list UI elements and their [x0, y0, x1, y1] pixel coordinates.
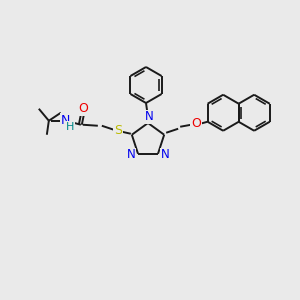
Text: N: N [160, 148, 169, 161]
Text: S: S [114, 124, 122, 137]
Text: N: N [127, 148, 135, 161]
Text: O: O [78, 102, 88, 115]
Text: O: O [191, 117, 201, 130]
Text: N: N [145, 110, 153, 124]
Text: N: N [61, 114, 70, 127]
Text: H: H [66, 122, 74, 132]
